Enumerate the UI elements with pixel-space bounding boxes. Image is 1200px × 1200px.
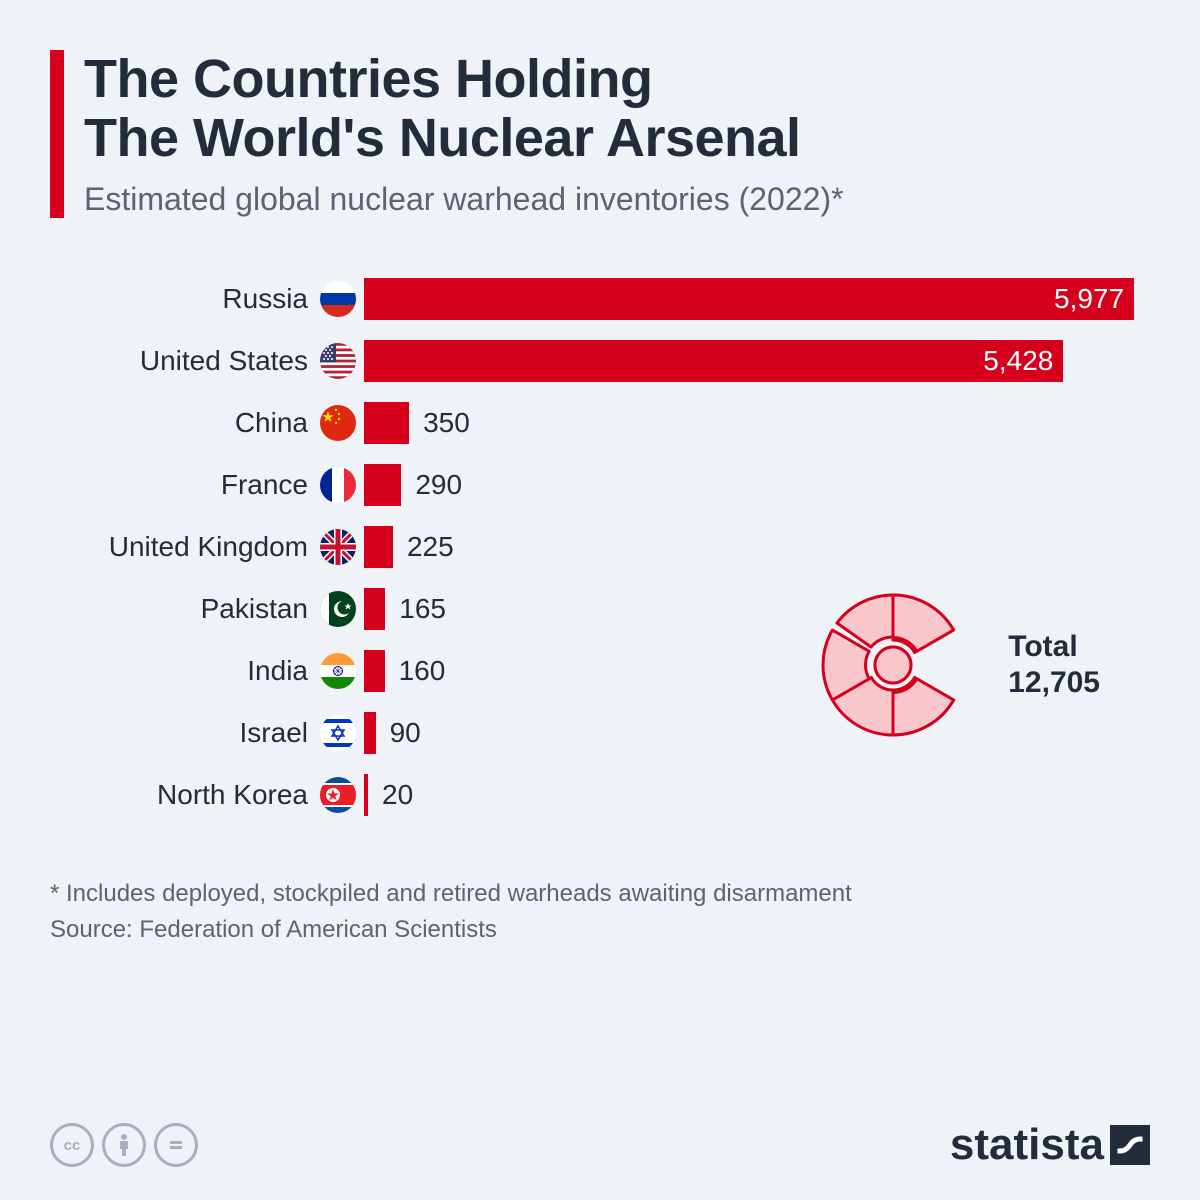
chart-row: China 350 [70, 392, 1150, 454]
total-value: 12,705 [1008, 666, 1100, 699]
bar-value: 5,428 [983, 345, 1053, 377]
subtitle: Estimated global nuclear warhead invento… [84, 181, 1150, 218]
footer: cc statista [50, 1120, 1150, 1170]
cc-nd-icon [154, 1123, 198, 1167]
cc-icons: cc [50, 1123, 198, 1167]
flag-icon [320, 777, 356, 813]
chart-row: Russia 5,977 [70, 268, 1150, 330]
country-label: Russia [70, 283, 320, 315]
bar-value: 165 [399, 593, 446, 625]
cc-icon: cc [50, 1123, 94, 1167]
bar-area: 5,428 [364, 340, 1150, 382]
svg-text:cc: cc [64, 1137, 81, 1154]
bar-value: 20 [382, 779, 413, 811]
bar-value: 350 [423, 407, 470, 439]
footnote-line-1: * Includes deployed, stockpiled and reti… [50, 876, 1150, 912]
flag-icon [320, 591, 356, 627]
flag-icon [320, 653, 356, 689]
cc-by-icon [102, 1123, 146, 1167]
bar [364, 650, 385, 692]
bar [364, 340, 1063, 382]
country-label: United States [70, 345, 320, 377]
chart-row: North Korea 20 [70, 764, 1150, 826]
logo-text: statista [950, 1120, 1104, 1170]
country-label: North Korea [70, 779, 320, 811]
bar [364, 402, 409, 444]
footnote: * Includes deployed, stockpiled and reti… [50, 876, 1150, 948]
bar-value: 290 [415, 469, 462, 501]
header: The Countries Holding The World's Nuclea… [50, 50, 1150, 218]
accent-bar [50, 50, 64, 218]
bar [364, 526, 393, 568]
country-label: India [70, 655, 320, 687]
chart-row: United Kingdom 225 [70, 516, 1150, 578]
bar-area: 350 [364, 402, 1150, 444]
bar-area: 5,977 [364, 278, 1150, 320]
main-title: The Countries Holding The World's Nuclea… [84, 50, 1150, 169]
total-box: Total 12,705 [808, 580, 1100, 750]
title-line-1: The Countries Holding [84, 49, 652, 109]
bar-value: 225 [407, 531, 454, 563]
bar [364, 464, 401, 506]
country-label: United Kingdom [70, 531, 320, 563]
chart-row: France 290 [70, 454, 1150, 516]
bar-value: 90 [390, 717, 421, 749]
bar [364, 712, 376, 754]
bar-area: 20 [364, 774, 1150, 816]
country-label: Israel [70, 717, 320, 749]
flag-icon [320, 343, 356, 379]
chart-row: United States 5,428 [70, 330, 1150, 392]
footnote-line-2: Source: Federation of American Scientist… [50, 912, 1150, 948]
flag-icon [320, 529, 356, 565]
bar-area: 225 [364, 526, 1150, 568]
bar-area: 290 [364, 464, 1150, 506]
bar-value: 160 [399, 655, 446, 687]
country-label: China [70, 407, 320, 439]
total-text: Total 12,705 [1008, 629, 1100, 701]
flag-icon [320, 467, 356, 503]
flag-icon [320, 715, 356, 751]
country-label: Pakistan [70, 593, 320, 625]
logo-mark [1110, 1125, 1150, 1165]
bar [364, 588, 385, 630]
flag-icon [320, 405, 356, 441]
statista-logo: statista [950, 1120, 1150, 1170]
title-block: The Countries Holding The World's Nuclea… [84, 50, 1150, 218]
radiation-icon-overlay [808, 580, 978, 750]
total-label: Total [1008, 630, 1077, 663]
bar-value: 5,977 [1054, 283, 1124, 315]
flag-icon [320, 281, 356, 317]
title-line-2: The World's Nuclear Arsenal [84, 108, 801, 168]
country-label: France [70, 469, 320, 501]
bar [364, 774, 368, 816]
bar [364, 278, 1134, 320]
